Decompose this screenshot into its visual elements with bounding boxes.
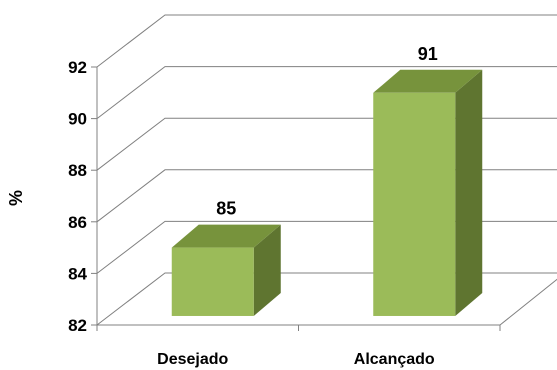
y-tick-label: 82 (68, 316, 87, 335)
gridline (97, 118, 557, 170)
data-label: 91 (418, 44, 438, 64)
floor-edge (500, 273, 557, 325)
gridline (97, 67, 557, 119)
y-tick-label: 92 (68, 58, 87, 77)
x-category-label: Desejado (157, 351, 228, 368)
y-tick-label: 86 (68, 213, 87, 232)
x-category-label: Alcançado (354, 351, 435, 368)
bars (172, 70, 483, 316)
y-axis-title: % (6, 190, 26, 206)
bar-desejado (172, 225, 281, 316)
y-tick-label: 84 (68, 264, 87, 283)
gridline (97, 15, 557, 67)
gridline (97, 221, 557, 273)
bar-front (373, 93, 455, 316)
axes (91, 67, 557, 331)
bar-alcançado (373, 70, 482, 316)
y-tick-label: 88 (68, 161, 87, 180)
gridlines (97, 15, 557, 325)
gridline (97, 273, 557, 325)
gridline (97, 170, 557, 222)
bar-front (172, 248, 254, 316)
y-tick-label: 90 (68, 110, 87, 129)
bar-side (455, 70, 482, 316)
data-label: 85 (216, 199, 236, 219)
